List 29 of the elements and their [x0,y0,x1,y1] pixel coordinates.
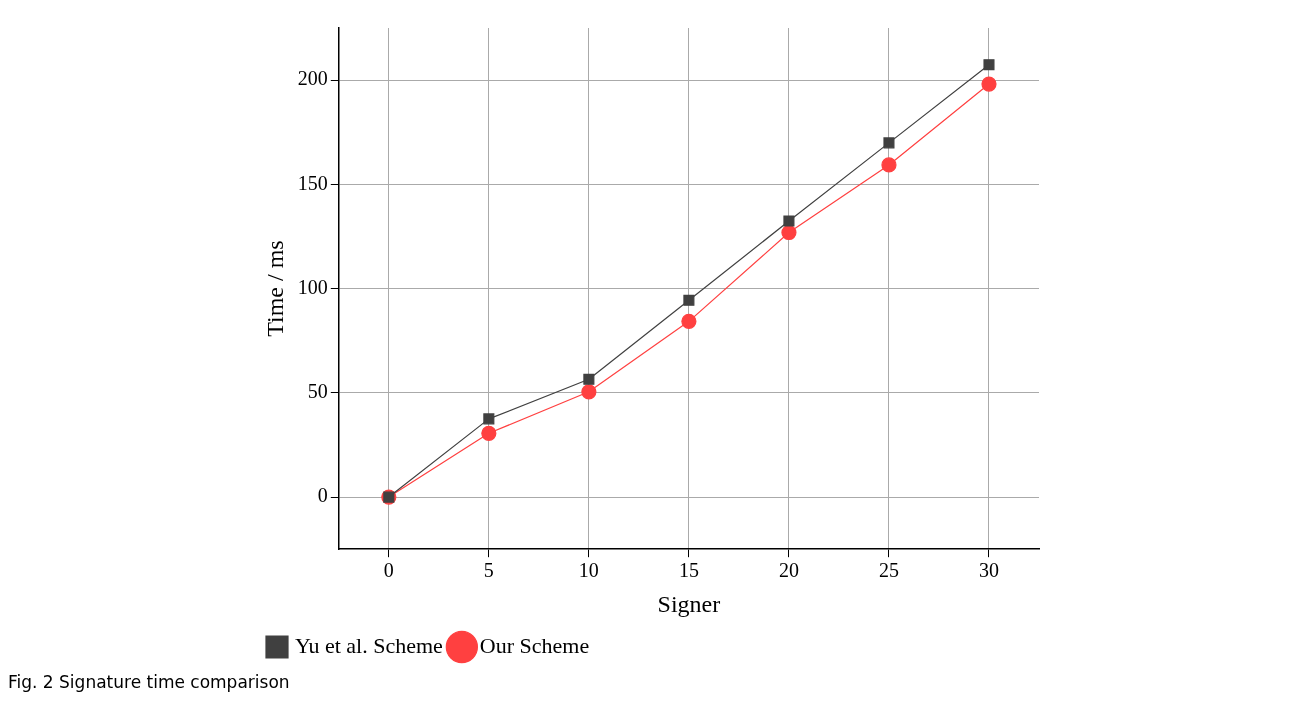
point [483,413,495,425]
x-tick-label: 25 [878,559,899,582]
x-tick-label: 15 [678,559,699,582]
x-tick-label: 0 [383,559,394,582]
x-axis-title: Signer [657,590,721,617]
point [983,59,995,71]
point [681,313,697,329]
point [781,224,797,241]
x-tick-label: 5 [483,559,494,582]
point [583,373,595,385]
point [783,215,795,227]
caption: Fig. 2 Signature time comparison [8,672,291,692]
point [683,294,695,306]
legend-label: Yu et al. Scheme [295,632,443,658]
point [883,137,895,149]
y-tick-label: 150 [297,171,328,194]
x-tick-label: 30 [978,559,999,582]
y-tick-label: 50 [307,380,328,403]
point [881,157,897,173]
y-tick-label: 200 [297,67,328,90]
x-tick-label: 20 [778,559,799,582]
y-axis-title: Time / ms [261,240,288,337]
x-tick-label: 10 [578,559,599,582]
point [981,76,997,92]
point [581,384,597,400]
y-tick-label: 0 [317,484,328,507]
y-tick-label: 100 [297,275,328,298]
legend-label: Our Scheme [479,632,590,658]
point [481,425,497,441]
